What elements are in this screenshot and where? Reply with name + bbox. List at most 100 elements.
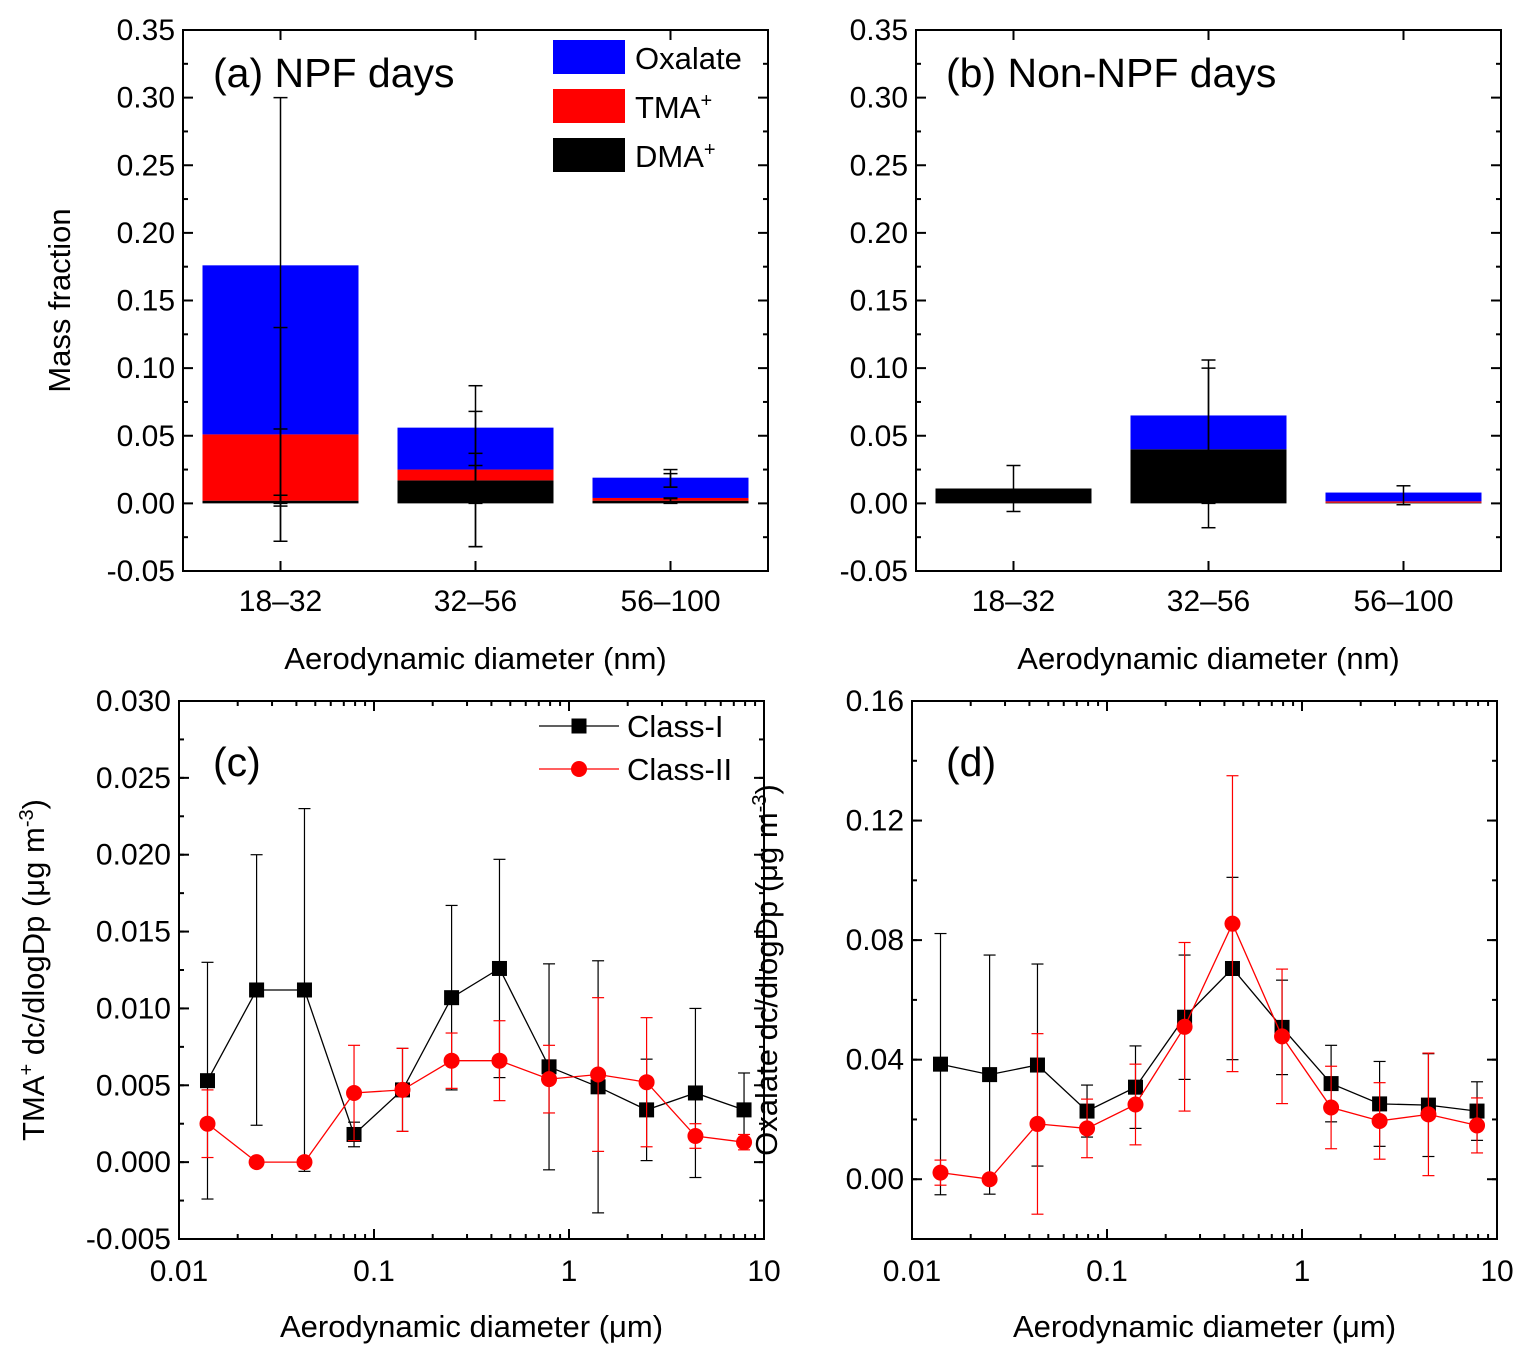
- panel-title: (a) NPF days: [213, 50, 455, 96]
- x-axis-label: Aerodynamic diameter (nm): [284, 641, 666, 676]
- x-axis-label: Aerodynamic diameter (μm): [280, 1309, 663, 1344]
- x-axis-label: Aerodynamic diameter (nm): [1017, 641, 1399, 676]
- y-tick-label: 0.04: [846, 1044, 904, 1077]
- data-point: [982, 1067, 998, 1083]
- y-tick-label: 0.030: [96, 685, 171, 718]
- data-point: [1224, 915, 1241, 932]
- y-tick-label: 0.00: [117, 487, 175, 520]
- x-tick-label: 56–100: [620, 585, 720, 618]
- panel-b: -0.05 0.00 0.05 0.10 0.15 0.20 0.25 0.30 0.35 18–…: [840, 14, 1502, 676]
- data-point: [932, 1164, 949, 1181]
- y-tick-label: -0.05: [107, 555, 175, 588]
- x-tick-label: 18–32: [972, 585, 1055, 618]
- series-line: [940, 967, 1478, 1112]
- panel-c: -0.005 0.000 0.005 0.010 0.015 0.020 0.025 0.03…: [16, 685, 781, 1344]
- x-axis-label: Aerodynamic diameter (μm): [1013, 1309, 1396, 1344]
- panel-a: -0.05 0.00 0.05 0.10 0.15 0.20 0.25 0.30 0.35 18–…: [42, 14, 769, 676]
- x-tick-label: 32–56: [434, 585, 517, 618]
- data-point: [1127, 1096, 1144, 1113]
- data-point: [296, 1154, 313, 1171]
- series-line: [940, 922, 1478, 1180]
- x-tick-label: 32–56: [1167, 585, 1250, 618]
- data-point: [444, 990, 460, 1006]
- y-tick-label: 0.00: [846, 1163, 904, 1196]
- y-axis-label-part: Oxalate dc/dlogDp (μg m: [749, 812, 784, 1156]
- x-tick-label: 1: [561, 1255, 578, 1288]
- data-point: [1029, 1115, 1046, 1132]
- y-tick-label: 0.015: [96, 916, 171, 949]
- y-tick-label: 0.010: [96, 992, 171, 1025]
- y-tick-label: 0.08: [846, 924, 904, 957]
- data-point: [1469, 1117, 1486, 1134]
- y-tick-label: -0.005: [86, 1223, 171, 1256]
- series-line: [207, 1060, 745, 1163]
- data-point: [248, 1154, 265, 1171]
- y-axis-label-part: ): [749, 784, 784, 794]
- legend-label: Class-II: [627, 752, 732, 787]
- y-tick-label: 0.005: [96, 1069, 171, 1102]
- data-point: [1274, 1028, 1291, 1045]
- y-tick-label: 0.16: [846, 685, 904, 718]
- data-point: [541, 1071, 558, 1088]
- legend-marker: [571, 761, 587, 777]
- y-tick-label: 0.30: [117, 82, 175, 115]
- x-tick-label: 0.1: [353, 1255, 395, 1288]
- legend-label: Class-I: [627, 709, 723, 744]
- data-point: [491, 1052, 508, 1069]
- x-tick-label: 10: [1480, 1255, 1513, 1288]
- panel-d: 0.00 0.04 0.08 0.12 0.16 0.01 0.1 1 10 (d) Aerodyn…: [749, 685, 1514, 1344]
- data-point: [687, 1128, 704, 1145]
- y-tick-label: 0.15: [117, 285, 175, 318]
- y-axis-label: Oxalate dc/dlogDp (μg m-3): [749, 784, 784, 1156]
- data-point: [249, 982, 265, 998]
- panel-title: (c): [213, 739, 261, 785]
- legend-label-part: Oxalate: [635, 41, 742, 76]
- y-tick-label: 0.025: [96, 762, 171, 795]
- legend-swatch: [553, 138, 625, 172]
- y-tick-label: 0.10: [117, 352, 175, 385]
- plot-frame: [911, 700, 1498, 1240]
- y-tick-label: 0.20: [117, 217, 175, 250]
- x-tick-label: 10: [747, 1255, 780, 1288]
- data-point: [394, 1081, 411, 1098]
- y-axis-label: Mass fraction: [42, 208, 77, 392]
- data-point: [491, 960, 507, 976]
- y-tick-label: 0.35: [117, 14, 175, 47]
- y-axis-label-part: dc/dlogDp (μg m: [16, 827, 51, 1064]
- legend-swatch: [553, 40, 625, 74]
- y-tick-label: 0.20: [850, 217, 908, 250]
- legend-label: TMA+: [635, 90, 712, 125]
- legend-label-part: TMA: [635, 90, 701, 125]
- data-point: [932, 1056, 948, 1072]
- y-axis-label-part: -3: [16, 809, 38, 827]
- y-tick-label: 0.35: [850, 14, 908, 47]
- data-point: [1420, 1106, 1437, 1123]
- y-tick-label: 0.12: [846, 805, 904, 838]
- y-tick-label: 0.020: [96, 839, 171, 872]
- y-tick-label: 0.25: [850, 149, 908, 182]
- y-axis-label-part: ): [16, 799, 51, 809]
- y-tick-label: -0.05: [840, 555, 908, 588]
- y-tick-label: 0.30: [850, 82, 908, 115]
- data-point: [199, 1115, 216, 1132]
- legend-label: Oxalate: [635, 41, 742, 76]
- legend-label-part: +: [704, 139, 716, 161]
- legend-label-part: +: [700, 90, 712, 112]
- y-axis-label-part: +: [16, 1064, 38, 1076]
- y-tick-label: 0.25: [117, 149, 175, 182]
- y-tick-label: 0.00: [850, 487, 908, 520]
- y-tick-label: 0.05: [117, 420, 175, 453]
- data-point: [1371, 1112, 1388, 1129]
- x-tick-label: 0.01: [883, 1255, 941, 1288]
- y-tick-label: 0.05: [850, 420, 908, 453]
- x-tick-label: 1: [1294, 1255, 1311, 1288]
- y-axis-label: TMA+ dc/dlogDp (μg m-3): [16, 799, 51, 1141]
- x-tick-label: 18–32: [239, 585, 322, 618]
- panel-title: (d): [946, 739, 996, 785]
- data-point: [638, 1074, 655, 1091]
- data-point: [346, 1084, 363, 1101]
- data-point: [687, 1085, 703, 1101]
- y-axis-label-part: -3: [749, 795, 771, 813]
- legend-marker: [571, 718, 587, 734]
